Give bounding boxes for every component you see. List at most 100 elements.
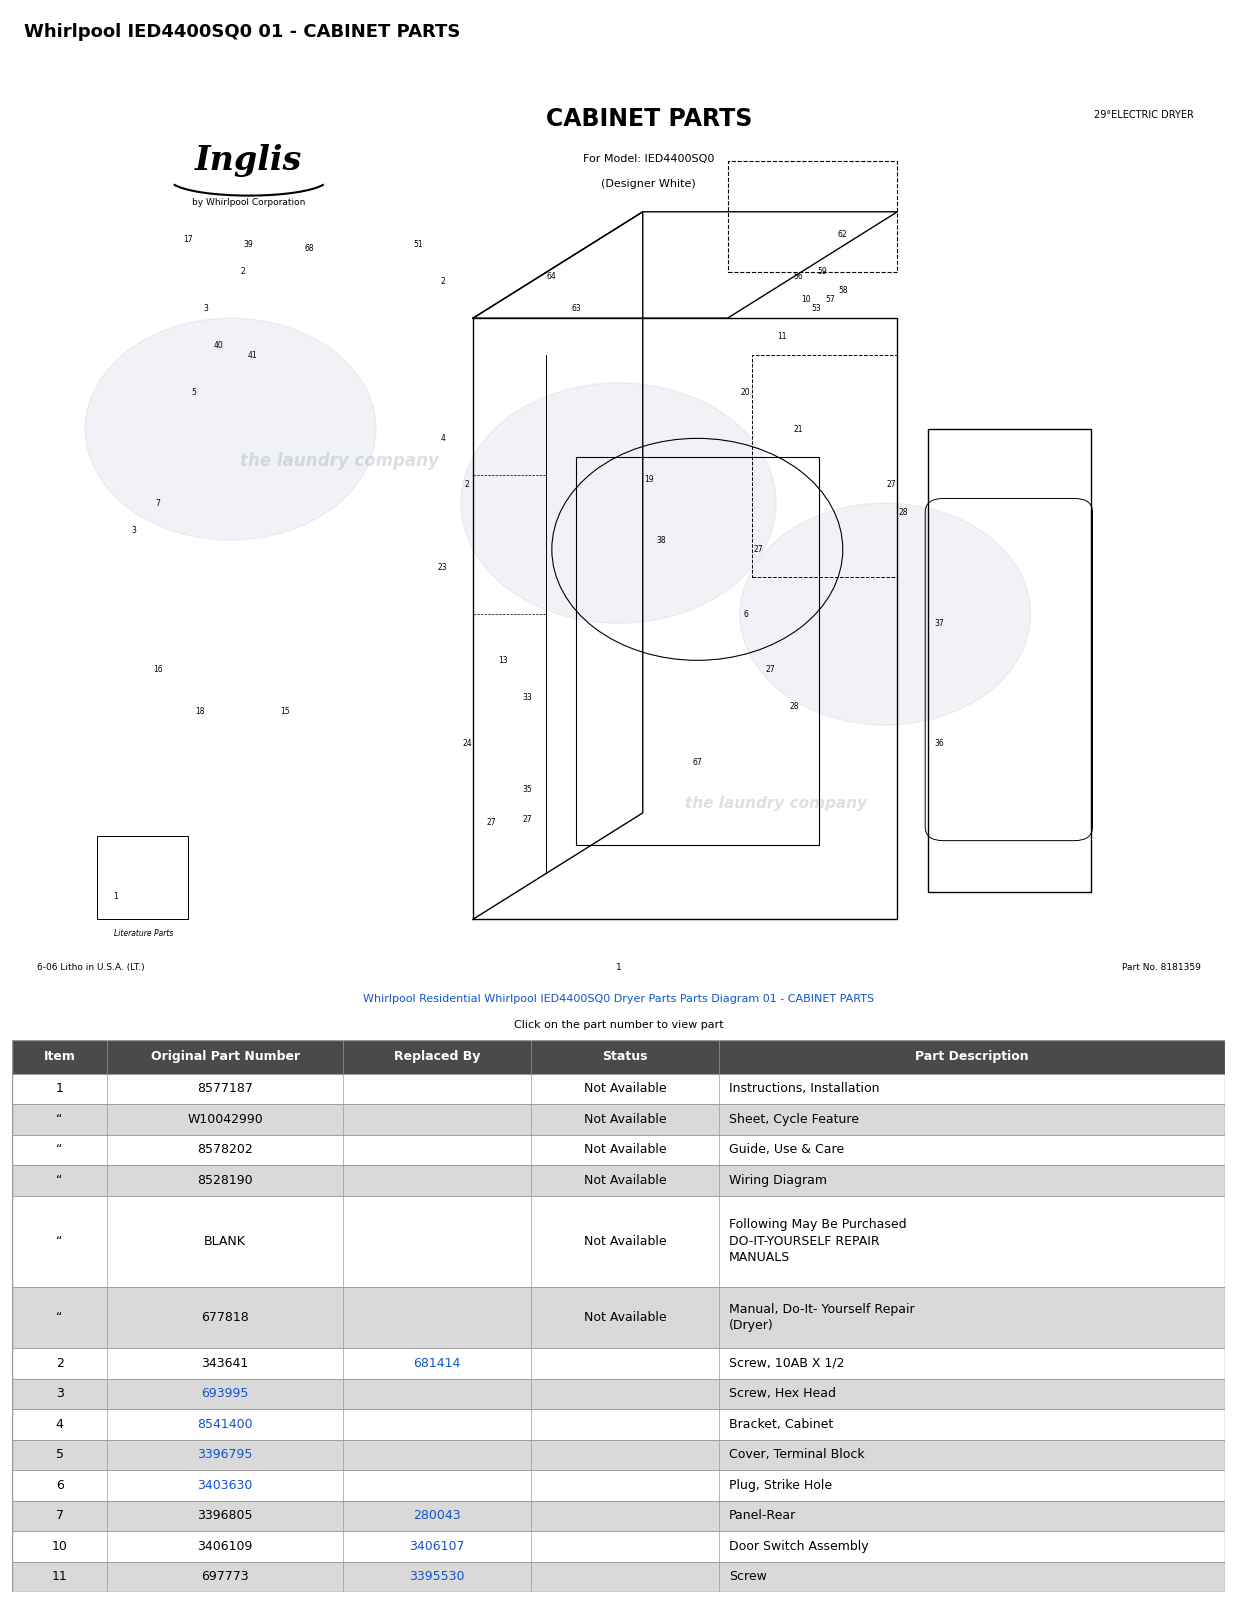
Text: Screw: Screw [729, 1570, 767, 1584]
Text: 59: 59 [818, 267, 828, 277]
Text: 24: 24 [463, 739, 471, 749]
Text: 13: 13 [499, 656, 508, 666]
Text: 39: 39 [244, 240, 254, 248]
Text: 3396795: 3396795 [198, 1448, 252, 1461]
Text: 28: 28 [898, 507, 908, 517]
Bar [12, 1562, 1225, 1592]
Bar [12, 1379, 1225, 1410]
Text: Cover, Terminal Block: Cover, Terminal Block [729, 1448, 865, 1461]
Bar [12, 1134, 1225, 1165]
Text: 1: 1 [113, 891, 118, 901]
Text: “: “ [57, 1310, 63, 1325]
Text: Instructions, Installation: Instructions, Installation [729, 1082, 880, 1096]
Text: Literature Parts: Literature Parts [114, 928, 173, 938]
Text: “: “ [57, 1112, 63, 1126]
Bar [12, 1470, 1225, 1501]
Text: 68: 68 [304, 245, 314, 253]
Text: 36: 36 [935, 739, 945, 749]
Bar [12, 1104, 1225, 1134]
Text: 33: 33 [523, 693, 532, 702]
Text: 681414: 681414 [413, 1357, 461, 1370]
Text: 4: 4 [440, 434, 445, 443]
Text: 693995: 693995 [202, 1387, 249, 1400]
Text: 27: 27 [887, 480, 896, 490]
Bar [12, 1165, 1225, 1195]
Text: 697773: 697773 [202, 1570, 249, 1584]
Bar [12, 1349, 1225, 1379]
Bar [12, 1410, 1225, 1440]
Text: 6: 6 [56, 1478, 63, 1491]
Text: Item: Item [43, 1050, 75, 1064]
Text: BLANK: BLANK [204, 1235, 246, 1248]
Bar [12, 1349, 1225, 1379]
Text: Sheet, Cycle Feature: Sheet, Cycle Feature [729, 1112, 858, 1126]
Bar [12, 1379, 1225, 1410]
Text: 2: 2 [240, 267, 245, 277]
Text: 21: 21 [793, 424, 803, 434]
Text: Part No. 8181359: Part No. 8181359 [1122, 963, 1200, 971]
Bar [12, 1040, 1225, 1074]
Bar [727, 162, 897, 272]
Text: 3: 3 [56, 1387, 63, 1400]
Bar [12, 1104, 1225, 1134]
Text: Door Switch Assembly: Door Switch Assembly [729, 1539, 868, 1552]
Text: the laundry company: the laundry company [685, 797, 867, 811]
Bar [12, 1440, 1225, 1470]
Text: 20: 20 [741, 387, 751, 397]
Text: 27: 27 [753, 546, 763, 554]
Text: 40: 40 [214, 341, 224, 350]
Text: 6-06 Litho in U.S.A. (LT.): 6-06 Litho in U.S.A. (LT.) [37, 963, 145, 971]
Text: 8578202: 8578202 [197, 1144, 254, 1157]
Text: 37: 37 [935, 619, 945, 627]
Text: 3406109: 3406109 [198, 1539, 252, 1552]
Text: 10: 10 [52, 1539, 68, 1552]
Text: 27: 27 [766, 666, 774, 674]
Bar [12, 1040, 1225, 1074]
Text: Screw, Hex Head: Screw, Hex Head [729, 1387, 836, 1400]
Text: 64: 64 [547, 272, 557, 282]
Bar [12, 1470, 1225, 1501]
Text: 28: 28 [789, 702, 799, 710]
Text: 41: 41 [247, 350, 257, 360]
Bar [752, 355, 897, 578]
Text: CABINET PARTS: CABINET PARTS [546, 107, 752, 131]
Text: 280043: 280043 [413, 1509, 461, 1522]
Text: 677818: 677818 [202, 1310, 249, 1325]
Bar [12, 1286, 1225, 1349]
Text: 35: 35 [523, 786, 532, 794]
Text: (Designer White): (Designer White) [601, 179, 696, 189]
Text: 62: 62 [837, 230, 847, 240]
Text: Original Part Number: Original Part Number [151, 1050, 299, 1064]
Text: 8577187: 8577187 [197, 1082, 254, 1096]
Bar [928, 429, 1091, 891]
Text: Not Available: Not Available [584, 1235, 667, 1248]
Text: 18: 18 [195, 707, 205, 715]
Text: 10: 10 [802, 294, 811, 304]
Text: 58: 58 [837, 286, 847, 294]
Text: 4: 4 [56, 1418, 63, 1430]
Bar [12, 1134, 1225, 1165]
Text: “: “ [57, 1174, 63, 1187]
Text: 343641: 343641 [202, 1357, 249, 1370]
Text: Wiring Diagram: Wiring Diagram [729, 1174, 826, 1187]
Text: 51: 51 [413, 240, 423, 248]
Text: 27: 27 [523, 814, 532, 824]
Text: 2: 2 [56, 1357, 63, 1370]
Text: 7: 7 [156, 499, 161, 507]
Text: Not Available: Not Available [584, 1082, 667, 1096]
Text: Whirlpool Residential Whirlpool IED4400SQ0 Dryer Parts Parts Diagram 01 - CABINE: Whirlpool Residential Whirlpool IED4400S… [362, 994, 875, 1003]
Text: Panel-Rear: Panel-Rear [729, 1509, 797, 1522]
Bar [576, 458, 819, 845]
Text: by Whirlpool Corporation: by Whirlpool Corporation [192, 198, 306, 206]
Text: Status: Status [602, 1050, 648, 1064]
Text: Not Available: Not Available [584, 1174, 667, 1187]
Text: 3396805: 3396805 [198, 1509, 252, 1522]
Text: 17: 17 [183, 235, 193, 245]
Text: Not Available: Not Available [584, 1144, 667, 1157]
Text: Replaced By: Replaced By [395, 1050, 480, 1064]
Text: 6: 6 [743, 610, 748, 619]
Text: 2: 2 [440, 277, 445, 286]
Text: 15: 15 [281, 707, 289, 715]
Circle shape [461, 382, 776, 624]
Bar [12, 1440, 1225, 1470]
